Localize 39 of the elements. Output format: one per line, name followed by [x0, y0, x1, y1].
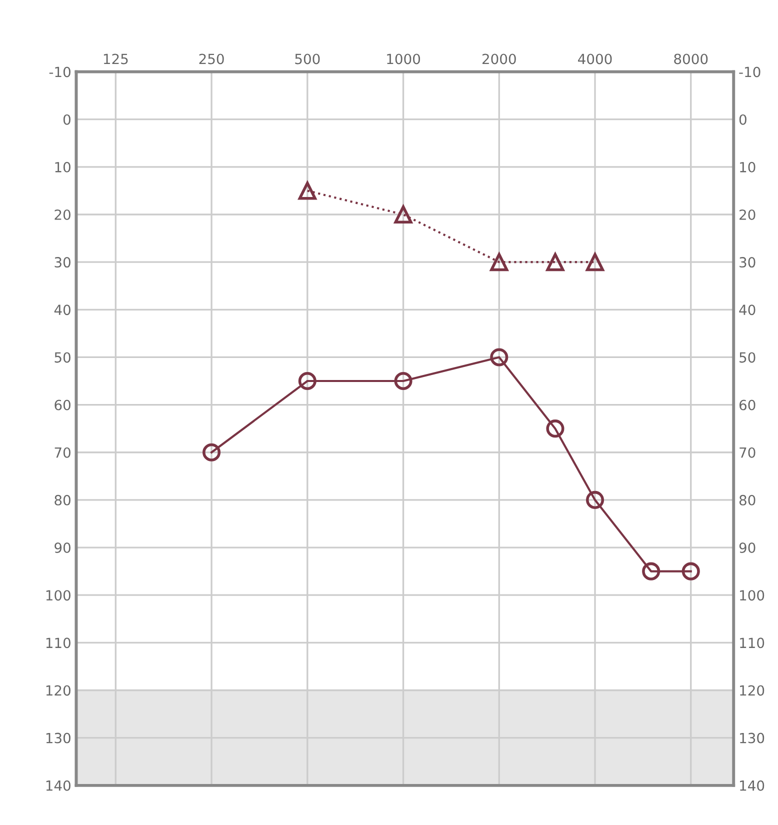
y-tick-label: 0	[63, 114, 70, 125]
y-tick-label: 70	[54, 447, 70, 458]
y2-tick-label: -10	[739, 66, 760, 78]
x-tick-label: 125	[104, 54, 128, 64]
y-tick-label: 140	[46, 780, 70, 791]
y2-tick-label: 70	[740, 447, 756, 458]
y-tick-label: -10	[49, 66, 70, 78]
y2-tick-label: 130	[740, 732, 764, 744]
x-tick-label: 4000	[578, 54, 612, 64]
x-tick-label: 500	[295, 54, 320, 64]
y2-tick-label: 110	[740, 638, 764, 648]
y-tick-label: 120	[46, 685, 70, 696]
y-tick-label: 20	[54, 209, 70, 220]
y2-tick-label: 100	[740, 590, 764, 601]
y2-tick-label: 20	[740, 209, 756, 220]
y-tick-label: 80	[54, 494, 70, 506]
y2-tick-label: 60	[739, 400, 756, 410]
x-tick-label: 1000	[387, 54, 420, 64]
y-tick-label: 110	[46, 638, 70, 648]
y2-tick-label: 140	[740, 780, 764, 791]
y-tick-label: 100	[46, 590, 70, 601]
y-tick-label: 130	[46, 732, 70, 744]
y-tick-label: 90	[54, 542, 70, 553]
y2-tick-label: 80	[739, 494, 756, 506]
y-tick-label: 50	[54, 352, 70, 363]
x-tick-label: 250	[199, 54, 224, 64]
y-tick-label: 60	[54, 400, 70, 410]
y2-tick-label: 40	[739, 304, 756, 316]
y-tick-label: 10	[55, 162, 70, 172]
y2-tick-label: 30	[740, 257, 756, 268]
y2-tick-label: 50	[740, 352, 756, 363]
y-tick-label: 40	[54, 304, 70, 316]
x-tick-label: 8000	[674, 54, 708, 64]
y-tick-label: 30	[54, 257, 70, 268]
y2-tick-label: 0	[739, 114, 746, 125]
y2-tick-label: 90	[739, 542, 756, 553]
x-tick-label: 2000	[482, 54, 516, 64]
y2-tick-label: 120	[740, 685, 764, 696]
y2-tick-label: 10	[740, 162, 756, 172]
